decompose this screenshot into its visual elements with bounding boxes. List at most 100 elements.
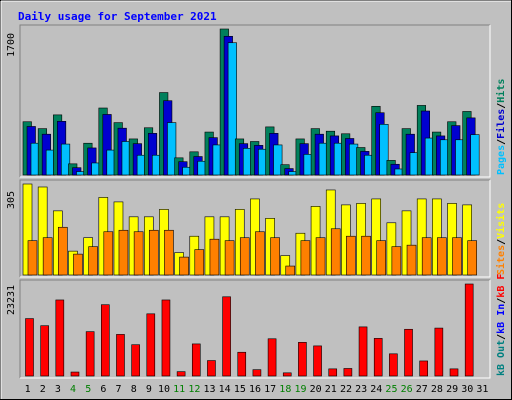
x-tick-day-2: 2 [40,384,46,395]
bar-kb_f-day-29 [449,368,459,377]
bar-sites-day-22 [346,235,356,276]
x-tick-day-4: 4 [70,384,76,395]
x-tick-day-14: 14 [219,384,231,395]
x-tick-day-17: 17 [264,384,276,395]
x-tick-day-21: 21 [325,384,337,395]
x-tick-day-13: 13 [203,384,215,395]
panel-hits-box-shadow [19,24,490,177]
legend-separator: / [496,334,507,340]
bar-kb_f-day-1 [25,318,34,377]
legend-kb_f: kB F [496,274,507,298]
chart-panels: 1700Pages/Files/Hits305Sites/Visits23231… [6,24,507,379]
bar-sites-day-8 [133,231,144,276]
bar-kb_f-day-23 [358,326,368,377]
bar-sites-day-1 [27,240,38,276]
bar-sites-day-10 [164,229,174,276]
bar-kb_f-day-9 [146,313,156,377]
panel-visits-box-highlight [20,180,491,278]
bar-kb_f-day-11 [176,371,186,377]
bar-sites-day-2 [42,237,53,276]
bar-sites-day-30 [467,240,477,276]
bar-sites-day-29 [452,237,462,276]
bar-sites-day-15 [239,237,250,276]
bar-pages-day-10 [167,122,177,176]
bar-visits-day-18 [280,255,291,276]
bar-sites-day-17 [270,237,280,276]
x-tick-day-12: 12 [188,384,200,395]
x-tick-day-15: 15 [234,384,246,395]
panel-visits-legend: Sites/Visits [495,203,507,275]
x-tick-day-31: 31 [476,384,488,395]
x-tick-day-10: 10 [158,384,170,395]
x-tick-day-24: 24 [370,384,382,395]
panel-visits-bars [22,183,477,276]
bar-sites-day-11 [179,256,189,276]
bar-visits-day-26 [401,210,412,276]
x-tick-day-19: 19 [294,384,306,395]
bar-sites-day-21 [330,228,341,276]
bar-sites-day-19 [300,240,311,276]
bar-sites-day-26 [406,244,417,276]
x-tick-day-6: 6 [100,384,106,395]
bar-kb_f-day-18 [282,372,292,377]
bar-sites-day-9 [148,229,159,276]
legend-separator: / [496,298,507,304]
bar-kb_f-day-28 [434,327,444,377]
bar-kb_f-day-15 [237,351,247,377]
legend-separator: / [496,139,507,145]
x-tick-day-27: 27 [416,384,428,395]
bar-visits-day-1 [22,183,33,276]
legend-hits: Hits [495,79,507,103]
bar-kb_f-day-27 [419,360,428,377]
bar-sites-day-16 [255,231,265,276]
bar-kb_f-day-16 [252,369,262,377]
panel-kbytes-box-shadow [19,279,490,378]
bar-sites-day-13 [209,238,220,276]
bar-visits-day-27 [416,198,427,276]
x-tick-day-26: 26 [401,384,413,395]
bar-sites-day-5 [88,246,98,276]
bar-kb_f-day-17 [267,338,277,377]
legend-kb_out: kB Out [496,340,507,376]
panel-visits: 305 Sites/Visits [6,179,507,278]
x-tick-day-23: 23 [355,384,367,395]
bar-sites-day-24 [376,240,387,276]
bar-sites-day-20 [315,237,326,276]
bar-sites-day-25 [391,246,402,276]
legend-separator: / [496,103,507,109]
bar-visits-day-24 [371,198,382,276]
bar-kb_f-day-7 [116,334,125,377]
bar-kb_f-day-26 [404,328,413,377]
x-tick-day-16: 16 [249,384,261,395]
bar-kb_f-day-2 [40,325,49,377]
x-tick-day-11: 11 [173,384,185,395]
bar-kb_f-day-25 [389,353,398,377]
bar-pages-day-14 [227,42,237,176]
panel-hits-box-highlight [20,25,491,178]
x-tick-day-8: 8 [131,384,137,395]
bar-kb_f-day-5 [85,331,95,377]
x-tick-day-22: 22 [340,384,352,395]
x-tick-day-9: 9 [146,384,152,395]
bar-kb_f-day-3 [55,299,65,377]
bar-kb_f-day-14 [222,296,231,377]
bar-kb_f-day-4 [70,371,80,377]
x-tick-day-3: 3 [55,384,61,395]
x-tick-day-1: 1 [25,384,31,395]
bar-kb_f-day-12 [191,343,201,377]
bar-sites-day-14 [224,240,235,276]
bar-sites-day-23 [361,235,371,276]
bar-kb_f-day-10 [161,299,171,377]
panel-kbytes-bars [25,283,474,377]
bar-visits-day-2 [37,186,48,276]
bar-pages-day-30 [470,134,480,176]
panel-hits-legend: Pages/Files/Hits [495,79,507,175]
bar-sites-day-27 [421,237,432,276]
panel-visits-box-shadow [19,179,490,277]
bar-kb_f-day-30 [464,283,474,377]
bar-sites-day-7 [118,229,129,276]
legend-sites: Sites [495,245,507,275]
